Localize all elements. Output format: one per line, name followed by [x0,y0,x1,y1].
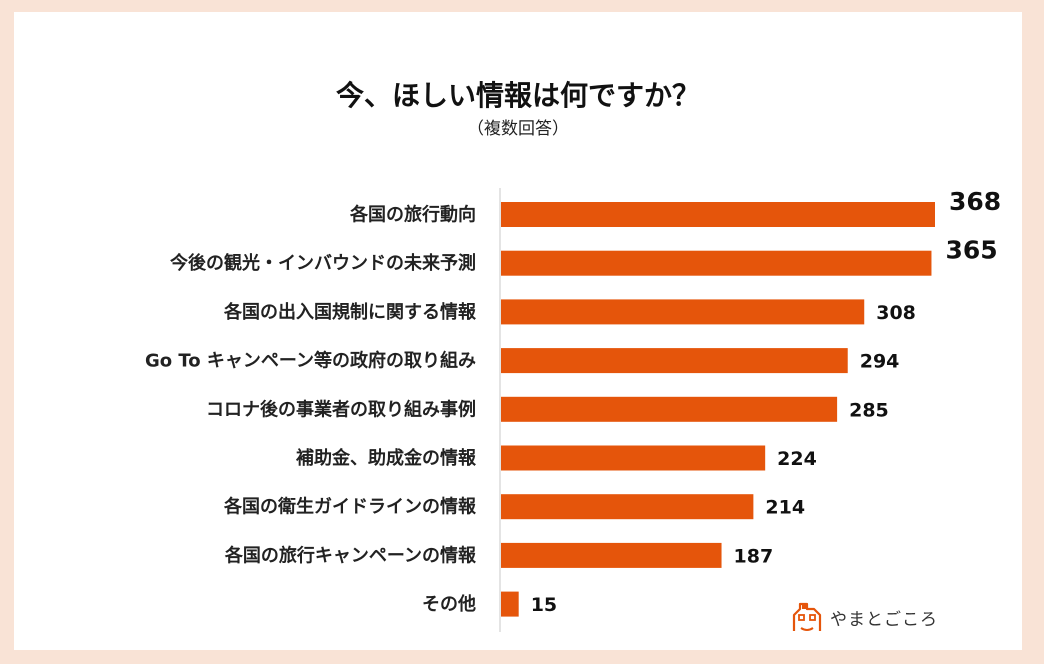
category-label: コロナ後の事業者の取り組み事例 [206,398,476,420]
bar [501,445,766,471]
value-label: 224 [777,448,817,470]
value-label: 15 [531,594,557,616]
value-label: 214 [765,497,805,519]
value-label: 294 [860,351,900,373]
category-label: 今後の観光・インバウンドの未来予測 [170,252,476,274]
category-label: その他 [422,593,476,615]
category-label: 各国の出入国規制に関する情報 [223,301,477,323]
house-logo-icon [792,602,822,631]
value-label: 187 [734,545,774,567]
chart-subtitle: （複数回答） [467,119,569,139]
bar [501,348,848,374]
value-label: 308 [876,302,916,324]
category-label: 各国の旅行キャンペーンの情報 [224,544,477,566]
bar [501,494,754,520]
bar [501,396,838,422]
value-label: 285 [849,399,889,421]
category-label: Go To キャンペーン等の政府の取り組み [145,350,476,372]
brand-logo: やまとごころ [790,600,938,634]
category-label: 補助金、助成金の情報 [295,447,477,469]
bar-chart: 各国の旅行動向 368 今後の観光・インバウンドの未来予測 365 各国の出入国規制に関… [145,187,1001,632]
value-label: 368 [949,187,1001,216]
brand-logo-text: やまとごころ [830,609,938,630]
bar [501,250,932,276]
bar [501,202,935,227]
category-label: 各国の旅行動向 [349,204,476,226]
bar [501,591,519,617]
bar [501,299,865,325]
value-label: 365 [945,236,997,265]
category-label: 各国の衛生ガイドラインの情報 [223,496,477,518]
chart-card: 今、ほしい情報は何ですか？ （複数回答） 各国の旅行動向 368 今後の観光・インバ… [14,12,1022,650]
bar [501,542,722,568]
chart-title: 今、ほしい情報は何ですか？ [335,79,700,112]
